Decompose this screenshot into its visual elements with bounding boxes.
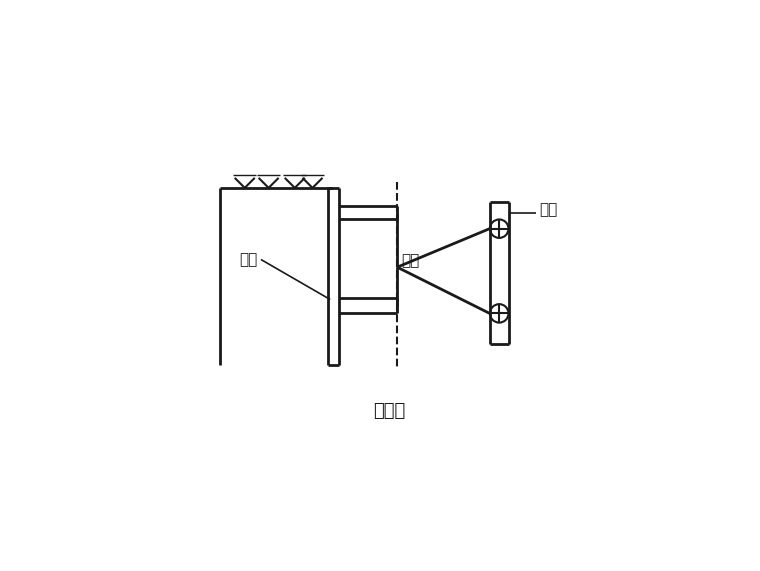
Text: 撑板: 撑板 — [540, 202, 558, 217]
Text: 撑木: 撑木 — [401, 254, 420, 268]
Text: 单板撑: 单板撑 — [373, 402, 406, 420]
Text: 撑板: 撑板 — [239, 252, 258, 267]
